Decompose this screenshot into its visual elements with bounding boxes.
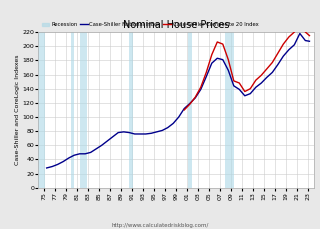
Case-Shiller National Index <box>149 132 153 135</box>
Case-Shiller Composite 20 Index <box>254 79 258 82</box>
Case-Shiller National Index <box>144 133 148 135</box>
Case-Shiller Composite 20 Index <box>292 31 296 33</box>
Case-Shiller Composite 20 Index <box>308 34 311 37</box>
Case-Shiller Composite 20 Index <box>182 109 186 111</box>
Case-Shiller National Index <box>215 57 219 60</box>
Case-Shiller National Index <box>221 58 225 61</box>
Case-Shiller Composite 20 Index <box>287 36 291 38</box>
Case-Shiller National Index <box>83 153 87 155</box>
Bar <box>80 32 87 188</box>
Y-axis label: Case-Shiller and CoreLogic Indexes: Case-Shiller and CoreLogic Indexes <box>15 55 20 165</box>
Case-Shiller National Index <box>298 32 302 35</box>
Case-Shiller Composite 20 Index <box>215 41 219 43</box>
Case-Shiller National Index <box>182 107 186 110</box>
Case-Shiller National Index <box>116 131 120 134</box>
Case-Shiller National Index <box>281 55 285 57</box>
Case-Shiller National Index <box>100 144 104 147</box>
Case-Shiller National Index <box>133 133 137 135</box>
Case-Shiller National Index <box>254 86 258 89</box>
Case-Shiller National Index <box>276 63 280 66</box>
Bar <box>188 32 192 188</box>
Case-Shiller National Index <box>78 153 82 155</box>
Case-Shiller National Index <box>105 140 109 142</box>
Case-Shiller Composite 20 Index <box>243 90 247 93</box>
Case-Shiller National Index <box>155 131 159 133</box>
Case-Shiller National Index <box>193 96 197 99</box>
Case-Shiller National Index <box>232 85 236 87</box>
Case-Shiller National Index <box>188 102 192 105</box>
Bar <box>129 32 133 188</box>
Case-Shiller Composite 20 Index <box>265 68 269 70</box>
Case-Shiller National Index <box>171 122 175 125</box>
Case-Shiller Composite 20 Index <box>210 53 214 56</box>
Case-Shiller National Index <box>177 116 181 118</box>
Case-Shiller Composite 20 Index <box>298 20 302 23</box>
Case-Shiller National Index <box>72 154 76 157</box>
Case-Shiller National Index <box>45 166 49 169</box>
Bar <box>71 32 74 188</box>
Case-Shiller National Index <box>160 129 164 132</box>
Case-Shiller National Index <box>138 133 142 135</box>
Case-Shiller Composite 20 Index <box>226 58 230 61</box>
Case-Shiller Composite 20 Index <box>270 61 274 64</box>
Case-Shiller National Index <box>243 94 247 97</box>
Line: Case-Shiller Composite 20 Index: Case-Shiller Composite 20 Index <box>184 22 309 110</box>
Case-Shiller National Index <box>308 40 311 43</box>
Case-Shiller Composite 20 Index <box>281 43 285 46</box>
Case-Shiller National Index <box>56 163 60 166</box>
Bar <box>15 32 21 188</box>
Case-Shiller National Index <box>67 157 71 159</box>
Case-Shiller National Index <box>287 48 291 51</box>
Case-Shiller Composite 20 Index <box>199 86 203 89</box>
Bar <box>38 32 45 188</box>
Case-Shiller Composite 20 Index <box>260 74 263 77</box>
Case-Shiller National Index <box>127 131 131 134</box>
Case-Shiller National Index <box>50 165 54 168</box>
Title: Nominal House Prices: Nominal House Prices <box>123 20 229 30</box>
Case-Shiller National Index <box>94 147 98 150</box>
Case-Shiller National Index <box>122 131 126 133</box>
Case-Shiller Composite 20 Index <box>276 52 280 55</box>
Case-Shiller National Index <box>61 160 65 163</box>
Case-Shiller National Index <box>199 88 203 91</box>
Case-Shiller Composite 20 Index <box>204 71 208 74</box>
Case-Shiller National Index <box>166 126 170 129</box>
Case-Shiller National Index <box>248 92 252 95</box>
Case-Shiller Composite 20 Index <box>237 82 241 85</box>
Case-Shiller Composite 20 Index <box>248 87 252 90</box>
Legend: Recession, Case-Shiller National Index, Case-Shiller Composite 20 Index: Recession, Case-Shiller National Index, … <box>41 22 259 28</box>
Line: Case-Shiller National Index: Case-Shiller National Index <box>47 33 309 168</box>
Case-Shiller Composite 20 Index <box>303 31 307 33</box>
Case-Shiller National Index <box>260 82 263 85</box>
Case-Shiller National Index <box>226 69 230 72</box>
Case-Shiller Composite 20 Index <box>232 79 236 82</box>
Case-Shiller National Index <box>303 39 307 42</box>
Text: http://www.calculatedriskblog.com/: http://www.calculatedriskblog.com/ <box>111 223 209 228</box>
Case-Shiller Composite 20 Index <box>188 103 192 106</box>
Case-Shiller National Index <box>270 71 274 74</box>
Case-Shiller National Index <box>292 44 296 46</box>
Case-Shiller National Index <box>265 76 269 79</box>
Case-Shiller Composite 20 Index <box>221 43 225 46</box>
Case-Shiller National Index <box>89 151 92 154</box>
Case-Shiller National Index <box>210 62 214 65</box>
Case-Shiller National Index <box>237 88 241 91</box>
Case-Shiller National Index <box>111 135 115 138</box>
Case-Shiller Composite 20 Index <box>193 96 197 98</box>
Bar <box>225 32 234 188</box>
Case-Shiller National Index <box>204 75 208 78</box>
